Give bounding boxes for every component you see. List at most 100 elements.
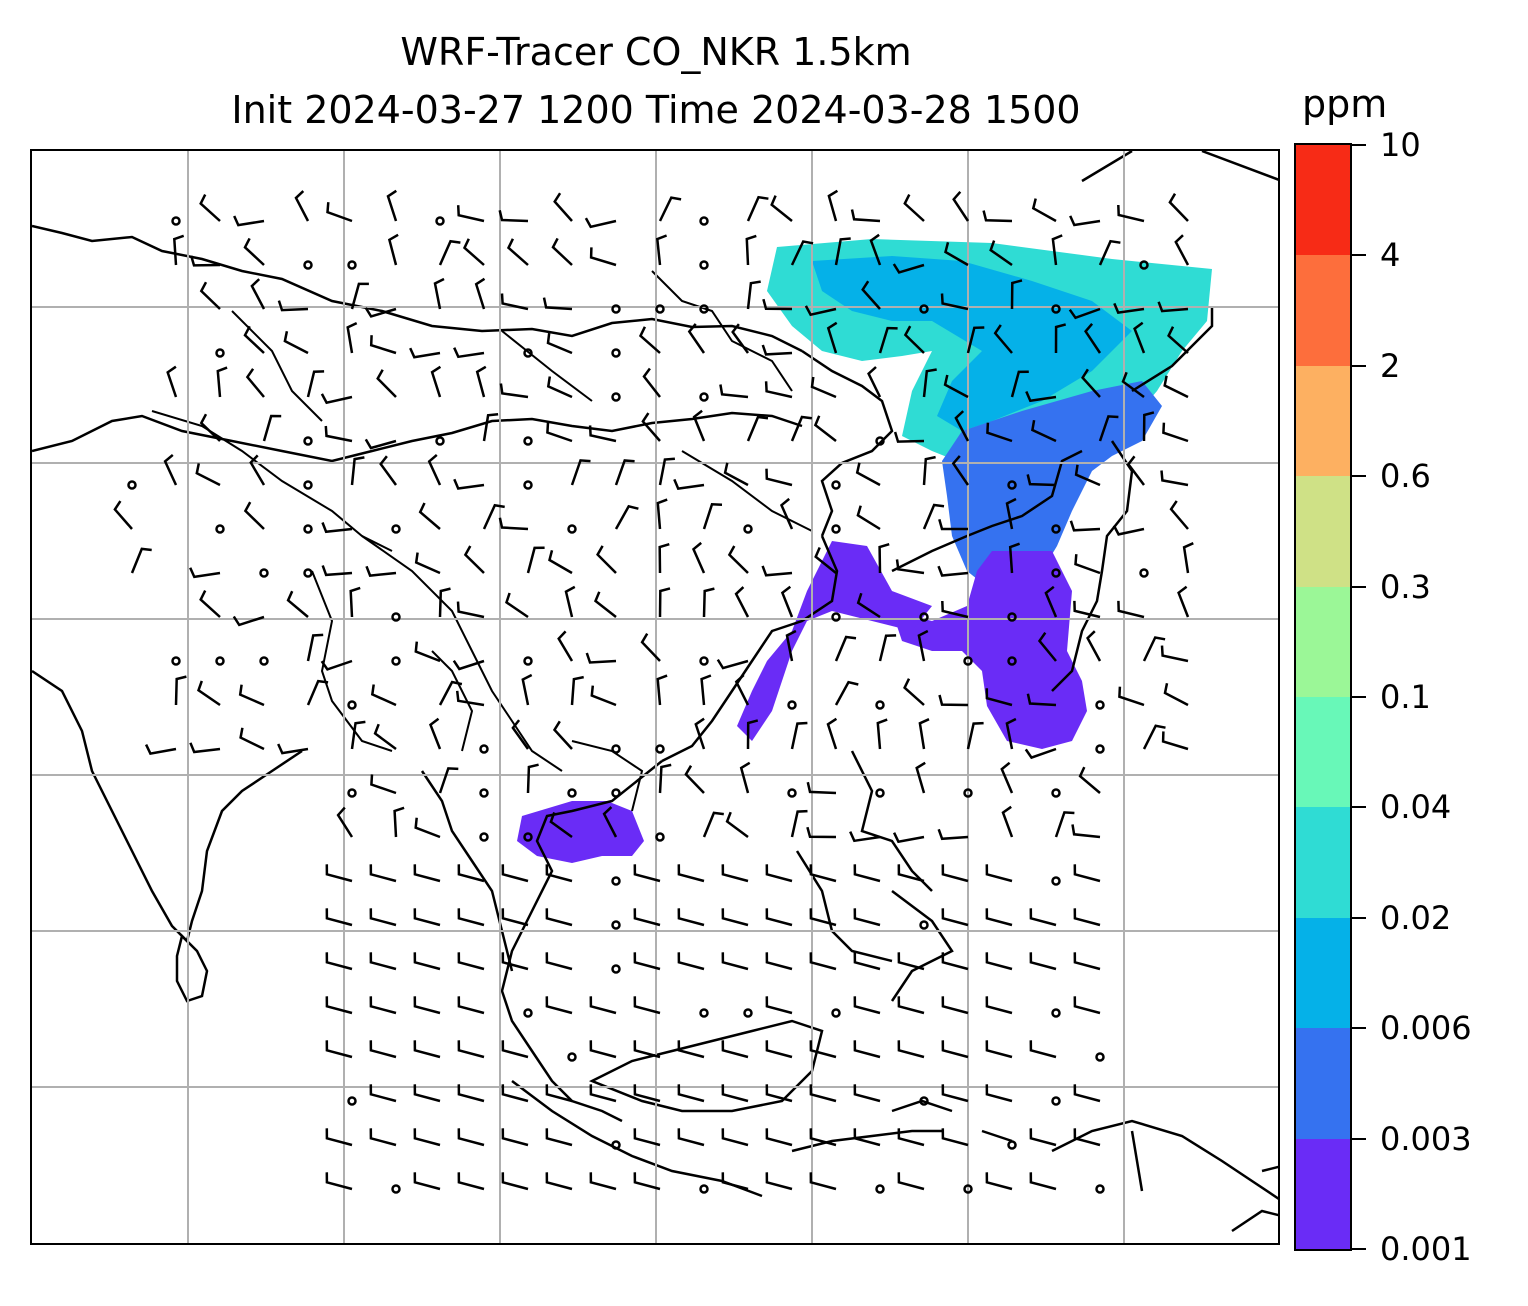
wind-barb [633,864,661,883]
colorbar-tick-mark [1352,1248,1366,1250]
wind-barb [500,293,529,311]
wind-barb [809,952,837,971]
wind-barb [746,195,769,222]
wind-barb [765,996,793,1015]
wind-barb [938,694,969,707]
wind-barb [199,194,221,222]
wind-barb [1081,368,1101,398]
colorbar-tick-mark [1352,254,1366,257]
wind-barb [413,1040,441,1059]
calm-wind-marker [699,1184,709,1194]
wind-barb [941,864,969,883]
wind-barb [922,368,937,398]
wind-barb [376,369,397,398]
wind-barb [809,908,837,927]
wind-barb [1029,1040,1057,1059]
colorbar-tick-label: 0.006 [1380,1009,1472,1048]
wind-barb [526,546,545,574]
wind-barb [596,545,617,574]
wind-barb [413,1128,441,1147]
calm-wind-marker [875,436,885,446]
wind-barb [350,456,365,486]
wind-barb [658,543,670,574]
wind-barb [1025,391,1057,403]
wind-barb [765,1040,793,1059]
wind-barb [498,210,529,223]
wind-barb [656,674,668,706]
calm-wind-marker [655,304,665,314]
colorbar-segment [1296,807,1350,918]
wind-barb [614,459,635,486]
wind-barb [1029,1128,1057,1147]
wind-barb [853,952,881,971]
wind-barb [814,547,837,574]
wind-barb [346,321,358,354]
wind-barb [501,1084,529,1103]
wind-barb [1142,411,1155,442]
wind-barb [853,1040,881,1059]
calm-wind-marker [963,656,973,666]
wind-barb [941,908,969,927]
wind-barb [1163,375,1189,399]
wind-barb [570,459,591,486]
calm-wind-marker [699,304,709,314]
wind-barb [325,864,353,883]
wind-barb [790,809,808,838]
wind-barb [985,1084,1013,1103]
wind-barb [941,1040,969,1059]
calm-wind-marker [215,348,225,358]
calm-wind-marker [699,392,709,402]
wind-barb [790,240,814,266]
wind-barb [1026,693,1057,707]
calm-wind-marker [919,612,929,622]
calm-wind-marker [347,700,357,710]
colorbar-segment [1296,144,1350,256]
wind-barb [144,744,177,755]
wind-barb [413,1084,441,1103]
tracer-plume [517,239,1212,863]
calm-wind-marker [831,1008,841,1018]
wind-barb [570,675,584,706]
wind-barb [809,864,837,883]
wind-barb [306,679,329,706]
wind-barb [853,1084,881,1103]
calm-wind-marker [1051,876,1061,886]
wind-barb [1098,239,1121,266]
calm-wind-marker [787,700,797,710]
calm-wind-marker [171,656,181,666]
wind-barb [174,675,187,706]
wind-barb [1112,525,1145,536]
wind-barb [455,690,485,707]
colorbar-tick-label: 2 [1380,346,1401,385]
wind-barb [189,742,221,754]
calm-wind-marker [347,1096,357,1106]
calm-wind-marker [611,788,621,798]
wind-barb [770,195,793,222]
wind-barb [721,952,749,971]
wind-barb [482,503,505,530]
wind-barb [545,996,573,1015]
wind-barb [702,811,724,838]
wind-barb [325,1172,353,1191]
wind-barb [549,811,573,839]
wind-barb [761,344,793,356]
wind-barb [418,502,441,530]
calm-wind-marker [1095,1052,1105,1062]
wind-barb [1121,371,1145,399]
wind-barb [903,325,925,354]
wind-barb [414,552,441,575]
figure-title-line1: WRF-Tracer CO_NKR 1.5km [400,30,912,74]
wind-barb [413,952,441,971]
wind-barb [780,585,794,618]
calm-wind-marker [391,656,401,666]
wind-barb [414,641,441,663]
wind-barb [684,765,705,794]
wind-barb [702,587,715,618]
wind-barb [199,281,221,310]
wind-barb [590,685,617,707]
wind-barb [638,326,661,354]
calm-wind-marker [1095,700,1105,710]
wind-barb [243,501,265,530]
calm-wind-marker [303,436,313,446]
wind-barb [702,503,723,530]
